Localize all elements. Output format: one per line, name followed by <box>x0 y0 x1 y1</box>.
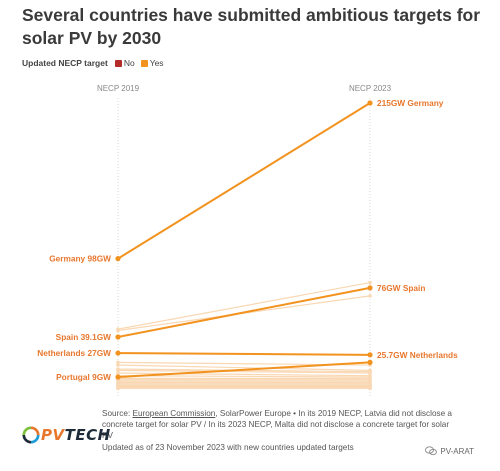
series-line-spain <box>117 286 371 338</box>
watermark-text: PV-ARAT <box>440 446 474 456</box>
chat-bubble-icon <box>425 446 438 456</box>
series-point-netherlands-end <box>367 352 373 358</box>
legend-swatch-no <box>114 59 122 67</box>
background-series-line-5 <box>117 369 371 374</box>
x-label-2019: NECP 2019 <box>97 84 140 93</box>
updated-note: Updated as of 23 November 2023 with new … <box>102 443 354 452</box>
series-point-spain-start <box>115 334 121 340</box>
series-point-netherlands-start <box>115 350 121 356</box>
background-series-line-7 <box>117 375 371 378</box>
legend: Updated NECP target No Yes <box>22 58 168 68</box>
label-start-portugal: Portugal 9GW <box>56 372 111 382</box>
background-series-point-18-1 <box>368 386 372 391</box>
background-series-point-18-0 <box>116 386 120 391</box>
series-point-portugal-end <box>367 359 373 365</box>
series-point-portugal-start <box>115 374 121 380</box>
slope-chart: NECP 2019 NECP 2023 Germany 98GW 215GW Ge… <box>37 84 458 396</box>
highlighted-series-group <box>115 100 373 380</box>
series-point-germany-end <box>367 100 373 106</box>
legend-label-yes: Yes <box>149 58 164 68</box>
background-series-point-1-0 <box>116 328 120 333</box>
label-start-germany: Germany 98GW <box>49 254 111 264</box>
logo-text-tech: TECH <box>64 426 111 444</box>
background-series-line-3 <box>117 364 371 371</box>
source-text: , SolarPower Europe • In its 2019 NECP, … <box>102 409 452 440</box>
background-series-line-6 <box>117 372 371 377</box>
background-series-line-0 <box>117 281 371 330</box>
watermark: PV-ARAT <box>425 446 474 456</box>
background-series-point-6-0 <box>116 371 120 375</box>
series-line-portugal <box>117 361 371 379</box>
source-note: Source: European Commission, SolarPower … <box>102 408 462 453</box>
chart-title: Several countries have submitted ambitio… <box>22 5 481 48</box>
logo-text-pv: PV <box>41 426 65 444</box>
series-point-germany-start <box>115 256 121 262</box>
logo-text: PVTECH <box>41 426 111 444</box>
label-start-spain: Spain 39.1GW <box>56 332 111 342</box>
source-link-european-commission[interactable]: European Commission <box>132 409 216 418</box>
background-series-point-3-0 <box>116 363 120 367</box>
series-line-netherlands <box>117 352 371 356</box>
label-end-spain: 76GW Spain <box>377 283 425 293</box>
source-prefix: Source: <box>102 409 133 418</box>
background-series-point-5-1 <box>368 371 372 375</box>
legend-label-no: No <box>123 58 135 68</box>
series-line-germany <box>117 102 371 260</box>
label-start-netherlands: Netherlands 27GW <box>37 348 111 358</box>
legend-title: Updated NECP target <box>22 58 108 68</box>
background-series-point-0-1 <box>368 280 372 285</box>
background-series-point-2-0 <box>116 360 120 365</box>
background-series-group <box>116 280 372 391</box>
background-series-point-1-1 <box>368 294 372 298</box>
logo-mark-icon <box>22 426 40 444</box>
data-labels-group: Germany 98GW 215GW Germany Spain 39.1GW 76G… <box>37 98 458 382</box>
x-label-2023: NECP 2023 <box>349 84 392 93</box>
background-series-point-5-0 <box>116 368 120 373</box>
label-end-germany: 215GW Germany <box>377 98 444 108</box>
series-point-spain-end <box>367 285 373 291</box>
legend-swatch-yes <box>140 59 148 67</box>
pv-tech-logo: PVTECH <box>22 426 111 444</box>
label-end-netherlands: 25.7GW Netherlands <box>377 350 458 360</box>
